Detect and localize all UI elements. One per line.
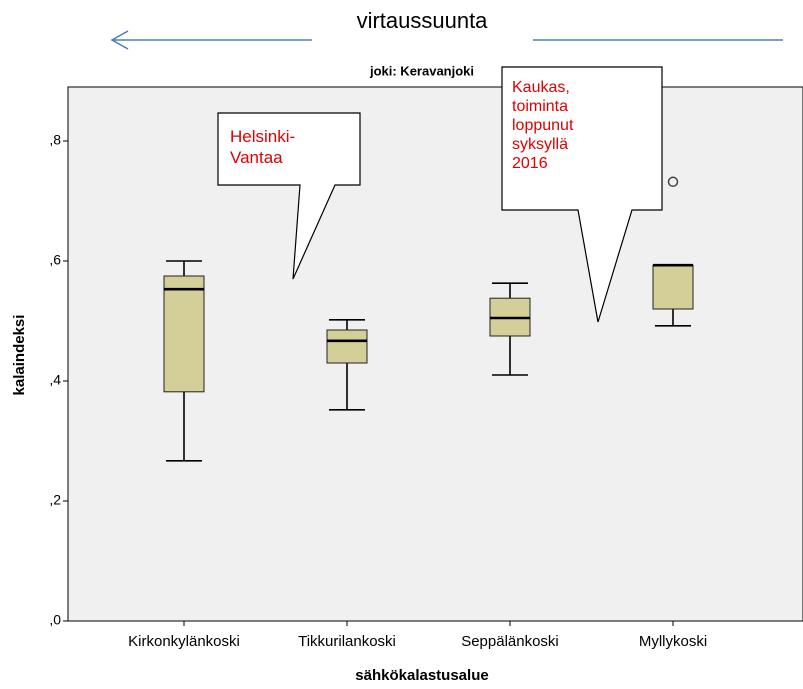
- callout-text: Helsinki- Vantaa: [230, 127, 295, 167]
- x-tick-label: Myllykoski: [639, 633, 707, 650]
- y-tick-label: ,4: [49, 372, 61, 388]
- y-tick-label: ,8: [49, 132, 61, 148]
- box: [163, 275, 205, 393]
- callout-text: Kaukas, toiminta loppunut syksyllä 2016: [512, 79, 574, 172]
- y-tick-label: ,6: [49, 252, 61, 268]
- flow-label: virtaussuunta: [357, 8, 489, 33]
- x-axis-label: sähkökalastusalue: [355, 667, 488, 684]
- chart-title: joki: Keravanjoki: [369, 63, 474, 78]
- x-tick-label: Tikkurilankoski: [298, 633, 396, 650]
- callout-line: syksyllä: [512, 136, 568, 153]
- callout-line: toiminta: [512, 98, 568, 115]
- x-tick-label: Seppälänkoski: [461, 633, 559, 650]
- callout-line: loppunut: [512, 117, 574, 134]
- callout-line: Kaukas,: [512, 79, 570, 96]
- callout-line: Vantaa: [230, 148, 283, 167]
- marks: ,0 ,2 ,4 ,6 ,8 Kirkonkylänkoski Tikkurilankosk…: [49, 132, 707, 650]
- outlier: [667, 176, 679, 188]
- callout-box: [501, 66, 663, 323]
- x-tick-label: Kirkonkylänkoski: [128, 633, 240, 650]
- box: [652, 264, 694, 310]
- callout: Helsinki- Vantaa: [217, 112, 361, 280]
- y-axis-label: kalaindeksi: [11, 315, 28, 396]
- arrow-head: [110, 30, 129, 50]
- y-tick-label: ,2: [49, 492, 61, 508]
- callout-line: Helsinki-: [230, 127, 295, 146]
- callout: Kaukas, toiminta loppunut syksyllä 2016: [501, 66, 663, 323]
- y-tick-label: ,0: [49, 612, 61, 628]
- callout-box: [217, 112, 361, 280]
- box: [326, 329, 368, 364]
- callout-line: 2016: [512, 155, 548, 172]
